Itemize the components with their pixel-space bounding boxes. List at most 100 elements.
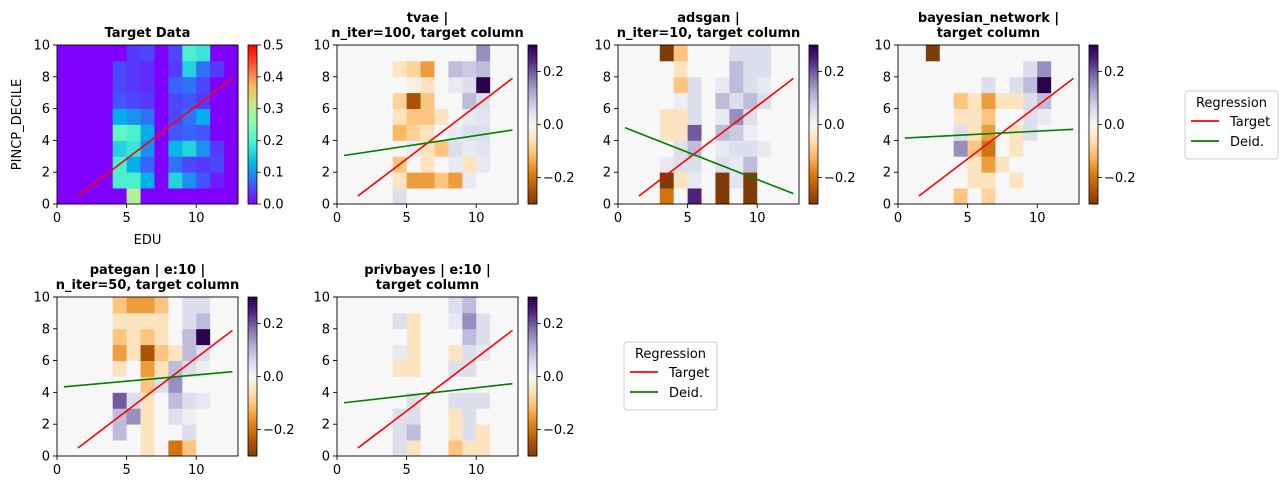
heatmap-cell: [154, 328, 169, 346]
heatmap-cell: [70, 108, 86, 125]
heatmap-cell: [645, 92, 661, 109]
colorbar-segment: [248, 63, 257, 67]
heatmap-cell: [1051, 76, 1066, 94]
heatmap-cell: [182, 328, 197, 346]
heatmap-cell: [210, 156, 225, 173]
colorbar-segment: [248, 140, 257, 144]
heatmap-cell: [687, 172, 702, 189]
heatmap-cell: [729, 45, 744, 62]
heatmap-cell: [673, 76, 689, 94]
colorbar-segment: [528, 55, 537, 59]
x-tick-label: 0: [614, 211, 622, 226]
heatmap-cell: [434, 172, 449, 189]
colorbar-segment: [528, 60, 537, 65]
heatmap-cell: [126, 156, 141, 173]
legend-entry-label: Deid.: [1230, 135, 1264, 150]
heatmap-cell: [757, 124, 772, 141]
heatmap-cell: [645, 60, 661, 78]
heatmap-cell: [659, 156, 675, 173]
heatmap-cell: [448, 92, 463, 109]
heatmap-cell: [140, 424, 155, 441]
colorbar-segment: [528, 347, 537, 351]
heatmap-cell: [196, 45, 211, 62]
heatmap-cell: [210, 376, 225, 393]
heatmap-cell: [1023, 124, 1038, 141]
heatmap-cell: [168, 172, 183, 189]
colorbar-tick-label: 0.2: [824, 65, 845, 80]
heatmap-cell: [406, 297, 421, 314]
target-regression-line: [357, 329, 513, 449]
colorbar-segment: [528, 95, 537, 99]
subplot-title: Target Data: [105, 26, 191, 41]
heatmap-cell: [504, 328, 519, 346]
heatmap-cell: [659, 124, 675, 141]
heatmap-cell: [182, 408, 197, 425]
colorbar-frame: [247, 44, 258, 205]
heatmap-cell: [462, 124, 477, 141]
heatmap-cell: [911, 172, 927, 189]
colorbar-segment: [528, 58, 537, 62]
heatmap-cell: [406, 92, 421, 109]
colorbar-segment: [248, 304, 257, 309]
heatmap-cell: [1023, 188, 1038, 205]
heatmap-cell: [84, 328, 100, 346]
heatmap-cell: [659, 76, 675, 94]
heatmap-cell: [462, 376, 477, 393]
heatmap-cell: [434, 312, 449, 330]
heatmap-cell: [981, 156, 996, 173]
heatmap-cell: [57, 424, 72, 441]
heatmap-cell: [337, 188, 352, 205]
heatmap-cell: [378, 312, 394, 330]
colorbar-segment: [809, 158, 818, 163]
heatmap-cell: [182, 156, 197, 173]
heatmap-cell: [57, 60, 72, 78]
heatmap-cell: [112, 344, 128, 361]
colorbar-segment: [248, 318, 257, 322]
heatmap-cell: [168, 60, 183, 78]
colorbar-segment: [248, 387, 257, 391]
heatmap-cell: [490, 60, 505, 78]
heatmap-cell: [70, 92, 86, 109]
colorbar-segment: [248, 121, 257, 125]
heatmap-cell: [1037, 172, 1052, 189]
heatmap-cell: [126, 108, 141, 125]
subplot-1: 0 5 10 0 2 4 6 8 10 Target Data EDU PINCP_DECILE 0.0…: [10, 26, 284, 248]
colorbar-segment: [528, 320, 537, 324]
heatmap-cell: [364, 392, 380, 409]
colorbar-tick-label: −0.2: [543, 423, 575, 438]
heatmap-cell: [448, 156, 463, 173]
heatmap-cell: [967, 188, 982, 205]
x-tick-label: 5: [122, 211, 130, 226]
heatmap-cell: [1009, 60, 1024, 78]
colorbar-segment: [528, 328, 537, 332]
colorbar-tick-label: 0.2: [1104, 65, 1125, 80]
heatmap-cell: [729, 60, 744, 78]
heatmap-cell: [98, 45, 114, 62]
colorbar-segment: [248, 60, 257, 65]
colorbar-segment: [248, 360, 257, 364]
subplot-title: pategan | e:10 |: [90, 263, 206, 278]
heatmap-cell: [434, 440, 449, 457]
heatmap-cell: [687, 108, 702, 125]
heatmap-cell: [364, 344, 380, 361]
colorbar-segment: [528, 331, 537, 335]
heatmap-cell: [981, 124, 996, 141]
heatmap-cell: [925, 156, 941, 173]
heatmap-cell: [1065, 172, 1080, 189]
heatmap-cell: [420, 108, 435, 125]
heatmap-cell: [420, 124, 435, 141]
colorbar-segment: [248, 172, 257, 176]
deid-regression-line: [904, 128, 1074, 139]
heatmap-cell: [420, 156, 435, 173]
colorbar-segment: [1089, 140, 1098, 144]
heatmap-cell: [448, 76, 463, 94]
colorbar-segment: [809, 55, 818, 59]
heatmap-cell: [462, 45, 477, 62]
heatmap-cell: [182, 424, 197, 441]
heatmap-cell: [84, 312, 100, 330]
heatmap-cell: [126, 76, 141, 94]
heatmap-cell: [98, 297, 114, 314]
heatmap-cell: [729, 76, 744, 94]
heatmap-cell: [224, 344, 239, 361]
heatmap-cell: [898, 76, 913, 94]
